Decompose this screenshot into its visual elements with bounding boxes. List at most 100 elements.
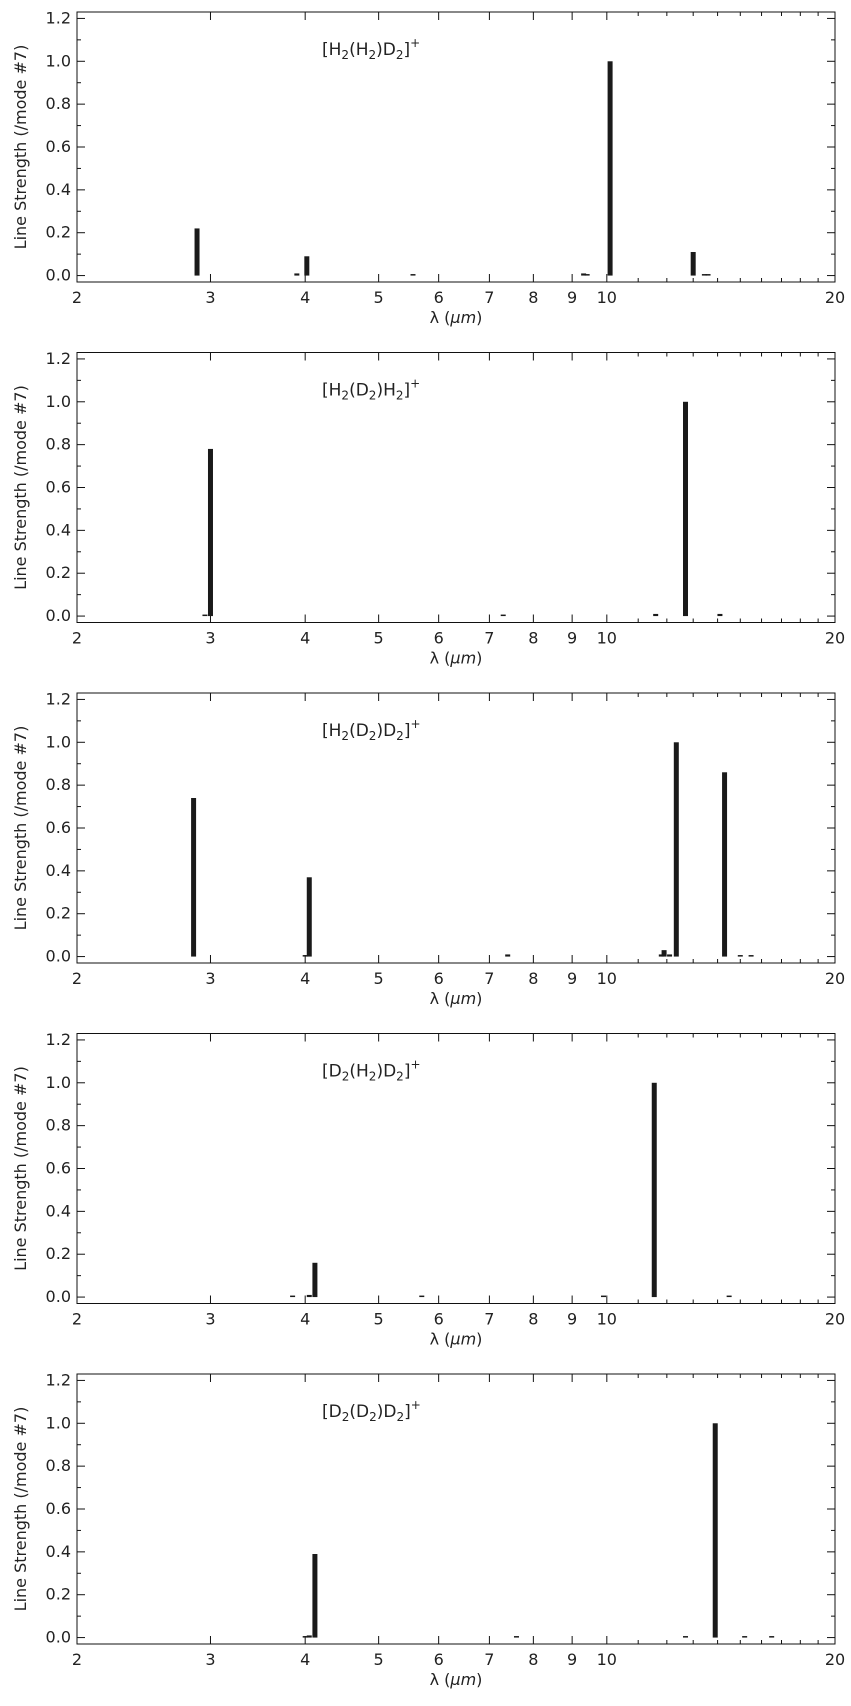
x-tick-label: 10 — [597, 969, 617, 988]
x-tick-label: 8 — [528, 1310, 538, 1329]
x-tick-label: 10 — [597, 288, 617, 307]
x-tick-label: 2 — [72, 1310, 82, 1329]
x-tick-label: 10 — [597, 629, 617, 648]
y-tick-label: 1.0 — [46, 732, 71, 751]
spectral-line-bar — [653, 613, 659, 617]
molecule-label-part: [H — [322, 40, 341, 60]
x-tick-label: 6 — [434, 1310, 444, 1329]
molecule-label-part: )D — [376, 721, 396, 741]
spectral-line-bar — [306, 1294, 312, 1298]
x-tick-label: 6 — [434, 969, 444, 988]
molecule-label-part: 2 — [396, 48, 404, 62]
molecule-label-part: )D — [376, 40, 396, 60]
molecule-label-part: + — [410, 1058, 420, 1072]
plot-frame — [76, 352, 836, 623]
y-tick-label: 1.2 — [46, 349, 71, 368]
spectral-line-bar — [737, 955, 743, 957]
y-tick-label: 0.6 — [46, 478, 71, 497]
molecule-label-part: (D — [349, 1402, 369, 1422]
spectral-line-bar — [419, 1295, 425, 1298]
y-tick-label: 0.6 — [46, 137, 71, 156]
x-tick-label: 6 — [434, 1650, 444, 1669]
x-axis-title: λ (μm) — [430, 649, 483, 668]
x-axis-title-part: μm — [449, 649, 476, 668]
molecule-label-part: 2 — [341, 48, 349, 62]
x-tick-label: 7 — [484, 288, 494, 307]
molecule-label: [D2(H2)D2]+ — [322, 1058, 421, 1084]
molecule-label-part: 2 — [369, 389, 377, 403]
x-tick-label: 3 — [205, 288, 215, 307]
y-tick-label: 0.6 — [46, 1499, 71, 1518]
y-axis-title: Line Strength (/mode #7) — [11, 1066, 30, 1271]
spectral-line-bar — [312, 1554, 318, 1638]
molecule-label-part: + — [410, 377, 420, 391]
y-axis-title: Line Strength (/mode #7) — [11, 1407, 30, 1612]
x-tick-label: 10 — [597, 1310, 617, 1329]
y-tick-label: 0.4 — [46, 861, 71, 880]
spectral-line-bar — [302, 1636, 308, 1638]
molecule-label-part: 2 — [341, 389, 349, 403]
x-tick-label: 6 — [434, 629, 444, 648]
x-tick-label: 3 — [205, 1650, 215, 1669]
y-axis-title: Line Strength (/mode #7) — [11, 45, 30, 250]
x-tick-label: 5 — [374, 288, 384, 307]
y-axis-title: Line Strength (/mode #7) — [11, 726, 30, 931]
spectral-line-bar — [742, 1636, 748, 1638]
y-tick-label: 0.8 — [46, 775, 71, 794]
molecule-label-part: )D — [377, 1402, 397, 1422]
spectral-line-bar — [581, 273, 587, 276]
x-tick-label: 4 — [300, 288, 310, 307]
spectral-line-bar — [304, 256, 310, 276]
spectral-line-bar — [607, 61, 613, 276]
molecule-label: [H2(D2)D2]+ — [322, 717, 421, 743]
molecule-label-part: [H — [322, 381, 341, 401]
x-tick-label: 3 — [205, 969, 215, 988]
x-tick-label: 5 — [374, 1650, 384, 1669]
spectral-line-bar — [312, 1262, 318, 1298]
molecule-label: [D2(D2)D2]+ — [322, 1398, 421, 1424]
y-tick-label: 0.8 — [46, 435, 71, 454]
spectral-line-bar — [690, 252, 696, 276]
x-tick-label: 5 — [374, 629, 384, 648]
molecule-label-part: 2 — [342, 1070, 350, 1084]
spectral-line-bar — [584, 274, 590, 276]
x-axis-title-part: ) — [476, 308, 482, 327]
y-tick-label: 1.0 — [46, 1073, 71, 1092]
x-axis-title: λ (μm) — [430, 308, 483, 327]
x-axis-title-part: μm — [449, 989, 476, 1008]
y-tick-label: 0.0 — [46, 1628, 71, 1647]
y-tick-label: 0.4 — [46, 1542, 71, 1561]
plot-frame — [76, 1373, 836, 1645]
x-tick-label: 2 — [72, 1650, 82, 1669]
molecule-label-part: 2 — [396, 389, 404, 403]
x-axis-title-part: ) — [476, 1670, 482, 1689]
y-axis-title: Line Strength (/mode #7) — [11, 385, 30, 590]
x-tick-label: 8 — [528, 1650, 538, 1669]
x-tick-label: 8 — [528, 969, 538, 988]
y-tick-label: 1.0 — [46, 51, 71, 70]
plot-frame — [76, 1033, 836, 1304]
x-tick-label: 9 — [567, 1650, 577, 1669]
molecule-label-part: ] — [404, 40, 411, 60]
x-tick-label: 5 — [374, 1310, 384, 1329]
molecule-label-part: [D — [322, 1402, 342, 1422]
spectral-line-bar — [194, 228, 200, 276]
plot-frame — [76, 692, 836, 964]
spectral-line-bar — [302, 955, 308, 957]
x-tick-label: 20 — [825, 1310, 845, 1329]
x-axis-title-part: μm — [449, 308, 476, 327]
x-tick-label: 2 — [72, 288, 82, 307]
chart-panel-4: 0.00.20.40.60.81.01.22 3 4 5 6 7 8 9 10 20[D2(H2)… — [11, 1030, 845, 1349]
y-tick-label: 0.6 — [46, 818, 71, 837]
chart-panel-2: 0.00.20.40.60.81.01.22 3 4 5 6 7 8 9 10 20[H2(D2)… — [11, 349, 845, 668]
plot-frame — [76, 11, 836, 283]
x-axis-title-part: λ ( — [430, 989, 451, 1008]
y-tick-label: 1.0 — [46, 1413, 71, 1432]
y-tick-label: 0.2 — [46, 223, 71, 242]
x-tick-label: 8 — [528, 288, 538, 307]
molecule-label: [H2(D2)H2]+ — [322, 377, 420, 403]
x-tick-label: 20 — [825, 969, 845, 988]
y-tick-label: 0.6 — [46, 1159, 71, 1178]
spectral-line-bar — [705, 274, 711, 276]
